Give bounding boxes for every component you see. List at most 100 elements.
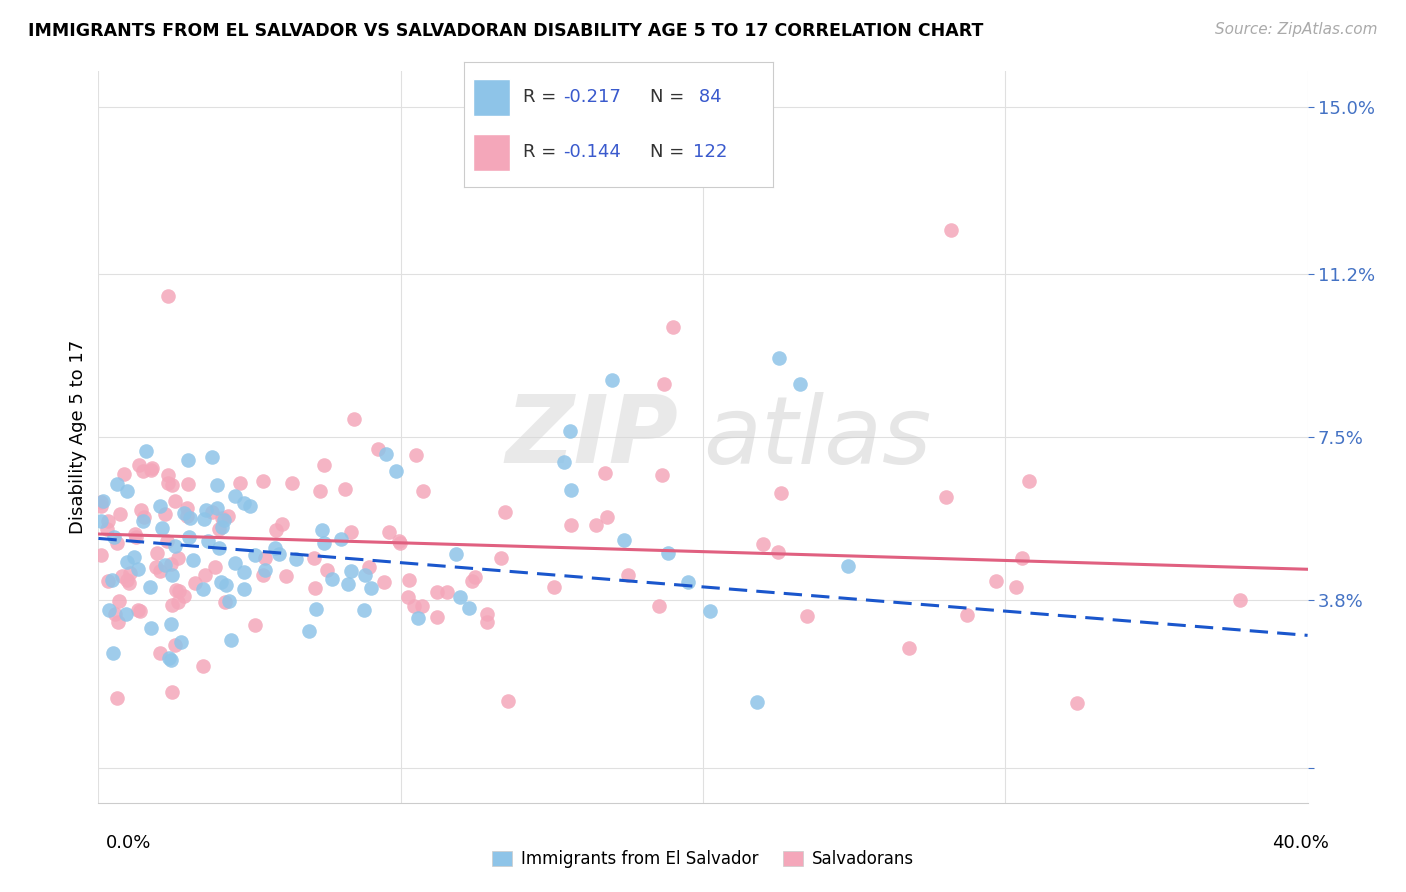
Text: 84: 84 — [693, 88, 721, 106]
Point — [118, 576, 141, 591]
Point — [281, 475, 304, 490]
Point — [378, 525, 401, 540]
Point — [340, 525, 363, 540]
Point — [585, 518, 607, 533]
Point — [651, 468, 673, 483]
Point — [139, 621, 162, 635]
Point — [252, 474, 274, 488]
Point — [316, 563, 339, 577]
Point — [357, 559, 380, 574]
Point — [464, 570, 486, 584]
Point — [367, 442, 389, 457]
Point — [141, 461, 163, 475]
Point — [176, 477, 198, 491]
Point — [108, 507, 131, 521]
Point — [153, 558, 176, 573]
Text: -0.144: -0.144 — [562, 144, 621, 161]
Point — [139, 581, 162, 595]
Point — [107, 477, 129, 491]
Point — [388, 536, 411, 550]
Point — [426, 585, 449, 599]
Point — [165, 540, 187, 554]
Point — [243, 549, 266, 563]
Point — [204, 560, 226, 574]
Point — [956, 608, 979, 623]
Point — [1229, 593, 1251, 607]
Point — [184, 576, 207, 591]
Point — [496, 694, 519, 708]
Point — [191, 582, 214, 596]
Point — [176, 501, 198, 516]
Point — [252, 568, 274, 582]
Point — [408, 611, 430, 625]
Point — [166, 595, 188, 609]
Point — [108, 594, 131, 608]
Point — [489, 550, 512, 565]
Point — [298, 624, 321, 639]
Point — [558, 424, 581, 438]
Point — [616, 568, 638, 582]
Point — [333, 482, 356, 496]
Point — [150, 521, 173, 535]
Point — [475, 615, 498, 629]
Point — [111, 568, 134, 582]
Point — [897, 640, 920, 655]
Legend: Immigrants from El Salvador, Salvadorans: Immigrants from El Salvador, Salvadorans — [485, 844, 921, 875]
Point — [233, 582, 256, 597]
Point — [156, 534, 179, 549]
Point — [112, 467, 135, 481]
Point — [353, 603, 375, 617]
Point — [90, 514, 112, 528]
Point — [285, 552, 308, 566]
Point — [596, 509, 619, 524]
Point — [160, 478, 183, 492]
Point — [560, 483, 582, 498]
Point — [314, 458, 336, 473]
Point — [461, 574, 484, 588]
Point — [426, 609, 449, 624]
Point — [402, 599, 425, 614]
Point — [233, 566, 256, 580]
Point — [271, 516, 294, 531]
Point — [385, 465, 408, 479]
Point — [117, 555, 139, 569]
Point — [105, 691, 128, 706]
Point — [657, 546, 679, 560]
Point — [177, 453, 200, 467]
Point — [449, 590, 471, 604]
Point — [647, 599, 669, 613]
Point — [139, 462, 162, 476]
Point — [212, 512, 235, 526]
Bar — [474, 78, 510, 116]
Point — [304, 581, 326, 595]
Point — [745, 695, 768, 709]
Point — [167, 551, 190, 566]
Point — [129, 604, 152, 618]
Point — [396, 590, 419, 604]
Point — [613, 533, 636, 547]
Point — [145, 559, 167, 574]
Point — [768, 351, 790, 365]
Point — [458, 601, 481, 615]
Point — [353, 568, 375, 582]
Point — [173, 506, 195, 520]
Point — [124, 526, 146, 541]
Point — [90, 548, 112, 562]
Point — [149, 564, 172, 578]
Point — [165, 583, 187, 598]
Point — [173, 589, 195, 603]
Point — [1005, 580, 1028, 594]
Point — [157, 289, 180, 303]
Point — [1018, 474, 1040, 488]
Point — [157, 650, 180, 665]
Point — [412, 483, 434, 498]
Point — [477, 607, 499, 621]
Point — [160, 653, 183, 667]
Point — [214, 595, 236, 609]
Point — [129, 503, 152, 517]
Point — [837, 559, 859, 574]
Point — [769, 486, 792, 500]
Point — [593, 466, 616, 480]
Point — [209, 574, 232, 589]
Point — [229, 475, 252, 490]
